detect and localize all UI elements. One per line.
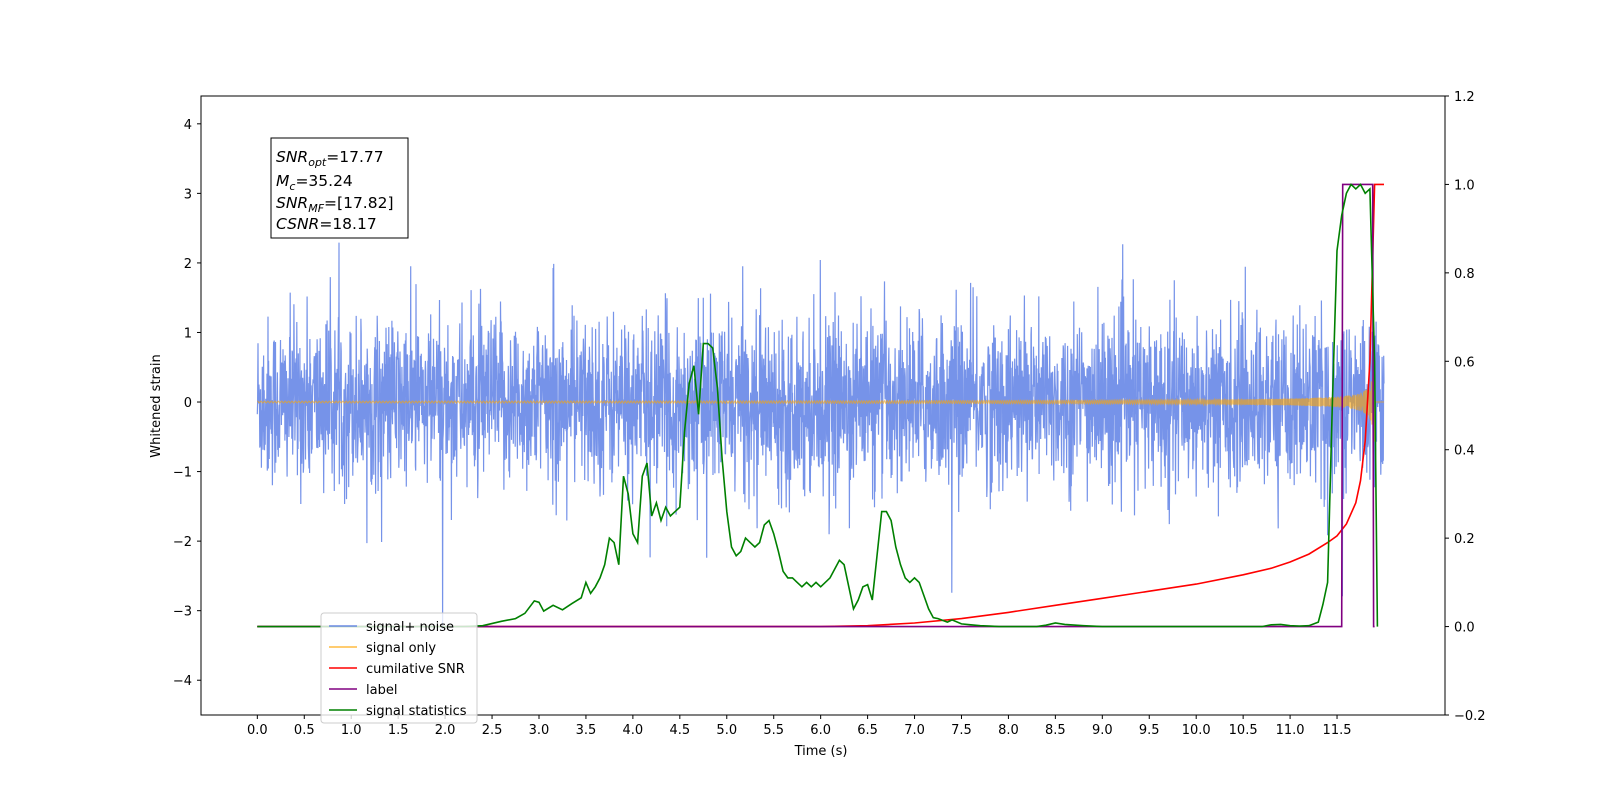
y-right-tick-label: 0.8 bbox=[1454, 267, 1475, 282]
series-signal-statistics bbox=[257, 183, 1379, 628]
legend-label: signal only bbox=[366, 641, 436, 656]
x-tick-label: 3.5 bbox=[576, 723, 597, 738]
y-left-tick-label: 3 bbox=[184, 187, 192, 202]
y-left-tick-label: −3 bbox=[173, 605, 192, 620]
annotation-box: SNRopt=17.77 Mc=35.24 SNRMF=[17.82] CSNR… bbox=[270, 137, 409, 239]
legend-label: label bbox=[366, 683, 397, 698]
x-tick-label: 11.5 bbox=[1323, 723, 1352, 738]
series-cumilative-snr bbox=[257, 183, 1384, 628]
legend-label: signal+ noise bbox=[366, 620, 454, 635]
y-left-tick-label: −2 bbox=[173, 535, 192, 550]
y-left-tick-label: 4 bbox=[184, 118, 192, 133]
x-tick-label: 4.5 bbox=[669, 723, 690, 738]
y-axis-left: −4 −3 −2 −1 0 1 2 3 4 bbox=[173, 118, 201, 689]
x-tick-label: 8.0 bbox=[998, 723, 1019, 738]
x-tick-label: 9.5 bbox=[1139, 723, 1160, 738]
x-tick-label: 2.0 bbox=[435, 723, 456, 738]
legend-item: label bbox=[329, 683, 397, 698]
x-tick-label: 2.5 bbox=[482, 723, 503, 738]
annotation-mc: Mc=35.24 bbox=[276, 172, 353, 193]
x-tick-label: 6.5 bbox=[857, 723, 878, 738]
x-axis-label: Time (s) bbox=[794, 744, 848, 759]
y-right-tick-label: 0.6 bbox=[1454, 355, 1475, 370]
y-axis-left-label: Whitened strain bbox=[149, 354, 164, 457]
signal-only-line bbox=[257, 370, 1384, 442]
y-right-tick-label: 1.0 bbox=[1454, 178, 1475, 193]
x-tick-label: 8.5 bbox=[1045, 723, 1066, 738]
x-tick-label: 5.5 bbox=[763, 723, 784, 738]
x-tick-label: 9.0 bbox=[1092, 723, 1113, 738]
x-tick-label: 0.5 bbox=[294, 723, 315, 738]
x-tick-label: 11.0 bbox=[1276, 723, 1305, 738]
annotation-csnr: CSNR=18.17 bbox=[276, 215, 377, 233]
legend-item: signal statistics bbox=[329, 704, 467, 719]
legend-item: cumilative SNR bbox=[329, 662, 465, 677]
y-right-tick-label: 0.2 bbox=[1454, 532, 1475, 547]
y-left-tick-label: −1 bbox=[173, 466, 192, 481]
y-right-tick-label: 0.4 bbox=[1454, 444, 1475, 459]
x-tick-label: 1.5 bbox=[388, 723, 409, 738]
y-left-tick-label: 0 bbox=[184, 396, 192, 411]
series-signal-only bbox=[257, 370, 1384, 442]
legend-label: cumilative SNR bbox=[366, 662, 465, 677]
x-tick-label: 4.0 bbox=[623, 723, 644, 738]
y-left-tick-label: 1 bbox=[184, 326, 192, 341]
signal-statistics-line bbox=[257, 183, 1379, 628]
x-tick-label: 1.0 bbox=[341, 723, 362, 738]
cumilative-snr-line bbox=[257, 183, 1384, 628]
x-tick-label: 5.0 bbox=[716, 723, 737, 738]
y-left-tick-label: 2 bbox=[184, 257, 192, 272]
annotation-snr-opt: SNRopt=17.77 bbox=[276, 148, 384, 169]
x-axis: 0.0 0.5 1.0 1.5 2.0 2.5 3.0 3.5 4.0 4.5 5.0 5.5 6.0 6… bbox=[247, 715, 1352, 738]
x-tick-label: 10.5 bbox=[1229, 723, 1258, 738]
x-tick-label: 10.0 bbox=[1182, 723, 1211, 738]
x-tick-label: 7.0 bbox=[904, 723, 925, 738]
y-left-tick-label: −4 bbox=[173, 674, 192, 689]
legend-item: signal only bbox=[329, 641, 436, 656]
legend-label: signal statistics bbox=[366, 704, 467, 719]
y-right-tick-label: 0.0 bbox=[1454, 621, 1475, 636]
legend: signal+ noise signal only cumilative SNR la… bbox=[320, 612, 478, 724]
legend-item: signal+ noise bbox=[329, 620, 454, 635]
x-tick-label: 6.0 bbox=[810, 723, 831, 738]
x-tick-label: 7.5 bbox=[951, 723, 972, 738]
x-tick-label: 3.0 bbox=[529, 723, 550, 738]
y-axis-right: −0.2 0.0 0.2 0.4 0.6 0.8 1.0 1.2 bbox=[1445, 90, 1486, 724]
y-right-tick-label: 1.2 bbox=[1454, 90, 1475, 105]
y-right-tick-label: −0.2 bbox=[1454, 709, 1486, 724]
annotation-snr-mf: SNRMF=[17.82] bbox=[276, 194, 394, 215]
x-tick-label: 0.0 bbox=[247, 723, 268, 738]
axes-frame bbox=[200, 95, 1446, 716]
